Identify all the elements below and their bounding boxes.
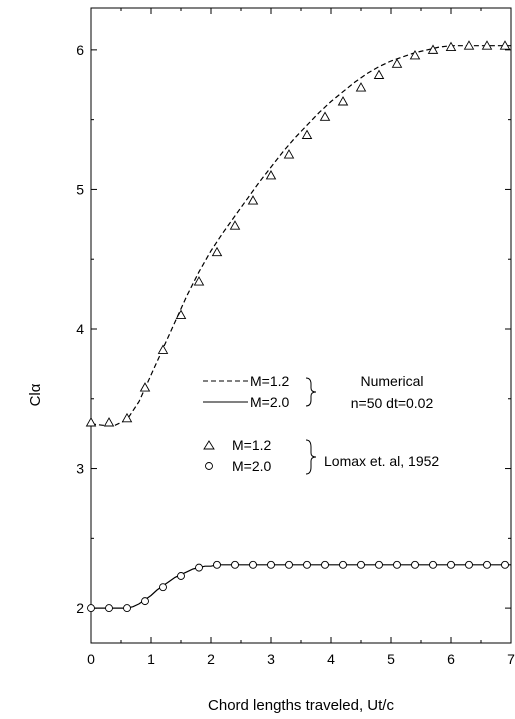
triangle-marker — [499, 40, 511, 50]
circle-marker — [195, 563, 203, 572]
circle-marker — [357, 560, 365, 569]
circle-marker — [483, 560, 491, 569]
triangle-marker — [283, 149, 295, 159]
triangle-marker — [157, 344, 169, 354]
y-tick-label: 3 — [76, 461, 84, 477]
legend-group-numerical-title: Numerical — [360, 373, 423, 389]
triangle-marker — [193, 276, 205, 286]
legend-label-numerical-m12: M=1.2 — [250, 373, 290, 389]
series-line-solid — [91, 564, 511, 609]
circle-marker — [303, 560, 311, 569]
triangle-marker — [391, 58, 403, 68]
circle-marker — [249, 560, 257, 569]
circle-marker — [375, 560, 383, 569]
circle-marker — [447, 560, 455, 569]
x-tick-label: 3 — [267, 651, 275, 667]
circle-marker — [231, 560, 239, 569]
circle-marker — [429, 560, 437, 569]
circle-marker — [177, 572, 185, 580]
marker-layer — [85, 40, 511, 613]
circle-marker — [141, 597, 149, 606]
x-tick-label: 5 — [387, 651, 395, 667]
triangle-marker — [265, 170, 277, 180]
circle-marker — [213, 560, 221, 569]
triangle-marker — [481, 40, 493, 50]
series-layer — [90, 45, 511, 609]
circle-marker — [393, 560, 401, 569]
x-tick-label: 6 — [447, 651, 455, 667]
triangle-marker — [85, 417, 97, 427]
plot-frame — [90, 7, 512, 644]
circle-marker — [465, 560, 473, 569]
x-axis-label: Chord lengths traveled, Ut/c — [208, 697, 394, 714]
legend-marker-circle — [205, 462, 213, 470]
triangle-marker — [337, 96, 349, 106]
y-tick-label: 6 — [76, 42, 84, 58]
triangle-marker — [103, 417, 115, 427]
circle-marker — [339, 560, 347, 569]
circle-marker — [267, 560, 275, 569]
legend-brace-numerical — [305, 377, 317, 407]
circle-marker — [105, 604, 113, 613]
legend-group-numerical-params: n=50 dt=0.02 — [351, 395, 434, 411]
triangle-marker — [355, 82, 367, 92]
triangle-marker — [319, 111, 331, 121]
triangle-marker — [373, 69, 385, 79]
y-axis: 2 3 4 5 6 — [76, 42, 511, 616]
legend-brace-reference — [305, 439, 317, 475]
x-tick-label: 7 — [507, 651, 515, 667]
triangle-marker — [175, 309, 187, 319]
circle-marker — [159, 583, 167, 592]
triangle-marker — [229, 220, 241, 230]
triangle-marker — [301, 129, 313, 139]
y-tick-label: 4 — [76, 321, 84, 337]
y-axis-label: Clα — [27, 383, 44, 406]
y-tick-label: 2 — [76, 600, 84, 616]
x-tick-label: 2 — [207, 651, 215, 667]
circle-marker — [501, 560, 509, 569]
x-tick-label: 4 — [327, 651, 335, 667]
legend-label-reference-m12: M=1.2 — [232, 437, 272, 453]
triangle-marker — [247, 195, 259, 205]
legend-group-reference: Lomax et. al, 1952 — [324, 453, 439, 469]
circle-marker — [411, 560, 419, 569]
circle-marker — [321, 560, 329, 569]
plot-area — [90, 7, 512, 644]
y-tick-label: 5 — [76, 181, 84, 197]
series-line-dashed — [90, 45, 511, 426]
triangle-marker — [211, 246, 223, 257]
triangle-marker — [463, 40, 475, 50]
circle-marker — [123, 604, 131, 613]
triangle-marker — [427, 44, 439, 54]
triangle-marker — [139, 382, 151, 392]
circle-marker — [87, 604, 95, 613]
triangle-marker — [121, 412, 133, 423]
triangle-marker — [409, 50, 421, 60]
legend-label-numerical-m20: M=2.0 — [250, 394, 290, 410]
legend-marker-triangle — [203, 440, 215, 450]
circle-marker — [285, 560, 293, 569]
x-tick-label: 0 — [87, 651, 95, 667]
x-axis: 0 1 2 3 4 5 6 7 — [87, 8, 515, 667]
legend-label-reference-m20: M=2.0 — [232, 458, 272, 474]
legend: M=1.2 M=2.0 Numerical n=50 dt=0.02 M=1.2… — [203, 373, 439, 475]
x-tick-label: 1 — [147, 651, 155, 667]
triangle-marker — [445, 41, 457, 52]
